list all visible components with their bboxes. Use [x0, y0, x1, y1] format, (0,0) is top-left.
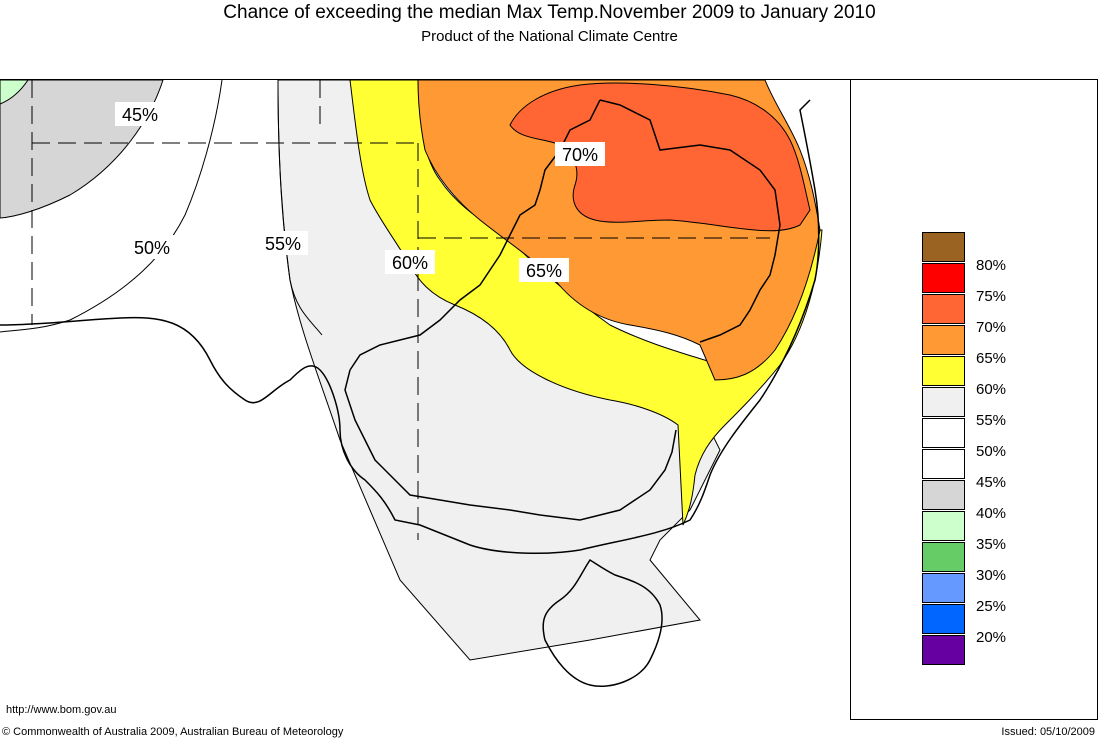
legend-label: 55% [976, 412, 1007, 429]
svg-text:60%: 60% [392, 253, 428, 273]
svg-text:70%: 70% [562, 145, 598, 165]
graticule [31, 80, 770, 540]
contour-label-55: 55% [258, 231, 308, 255]
legend-label: 70% [976, 319, 1007, 336]
svg-text:45%: 45% [122, 105, 158, 125]
issued-date: Issued: 05/10/2009 [1001, 726, 1095, 738]
legend-swatch [922, 449, 965, 479]
legend-swatch [922, 263, 965, 293]
legend-label: 80% [976, 257, 1007, 274]
legend-label: 50% [976, 443, 1007, 460]
legend-swatch [922, 325, 965, 355]
legend-swatch [922, 542, 965, 572]
legend-label: 30% [976, 567, 1007, 584]
svg-text:55%: 55% [265, 234, 301, 254]
map-subtitle: Product of the National Climate Centre [421, 28, 678, 45]
contour-label-70: 70% [555, 142, 605, 166]
legend-swatch [922, 232, 965, 262]
legend-label: 60% [976, 381, 1007, 398]
contour-label-65: 65% [519, 258, 569, 282]
coastline [0, 99, 820, 687]
legend-label: 20% [976, 629, 1007, 646]
contour-label-45: 45% [115, 102, 165, 126]
legend-label: 35% [976, 536, 1007, 553]
svg-text:65%: 65% [526, 261, 562, 281]
legend-swatch [922, 294, 965, 324]
legend-swatch [922, 511, 965, 541]
contour-label-50: 50% [127, 235, 177, 259]
svg-text:50%: 50% [134, 238, 170, 258]
zone-40 [0, 80, 29, 105]
legend-label: 65% [976, 350, 1007, 367]
climate-map[interactable]: 45% 50% 55% 60% 65% 70% [0, 80, 850, 720]
source-url[interactable]: http://www.bom.gov.au [6, 704, 117, 716]
map-title: Chance of exceeding the median Max Temp.… [223, 2, 876, 23]
map-legend-divider [850, 80, 851, 720]
contour-label-60: 60% [385, 250, 435, 274]
copyright-notice: © Commonwealth of Australia 2009, Austra… [2, 726, 344, 738]
legend-label: 75% [976, 288, 1007, 305]
legend-swatch [922, 418, 965, 448]
legend-swatch [922, 356, 965, 386]
legend-swatch [922, 573, 965, 603]
legend-label: 40% [976, 505, 1007, 522]
legend-swatch [922, 387, 965, 417]
legend-swatch [922, 604, 965, 634]
legend-swatch [922, 635, 965, 665]
zone-70 [509, 82, 811, 232]
legend-label: 45% [976, 474, 1007, 491]
legend-label: 25% [976, 598, 1007, 615]
legend-swatch [922, 480, 965, 510]
